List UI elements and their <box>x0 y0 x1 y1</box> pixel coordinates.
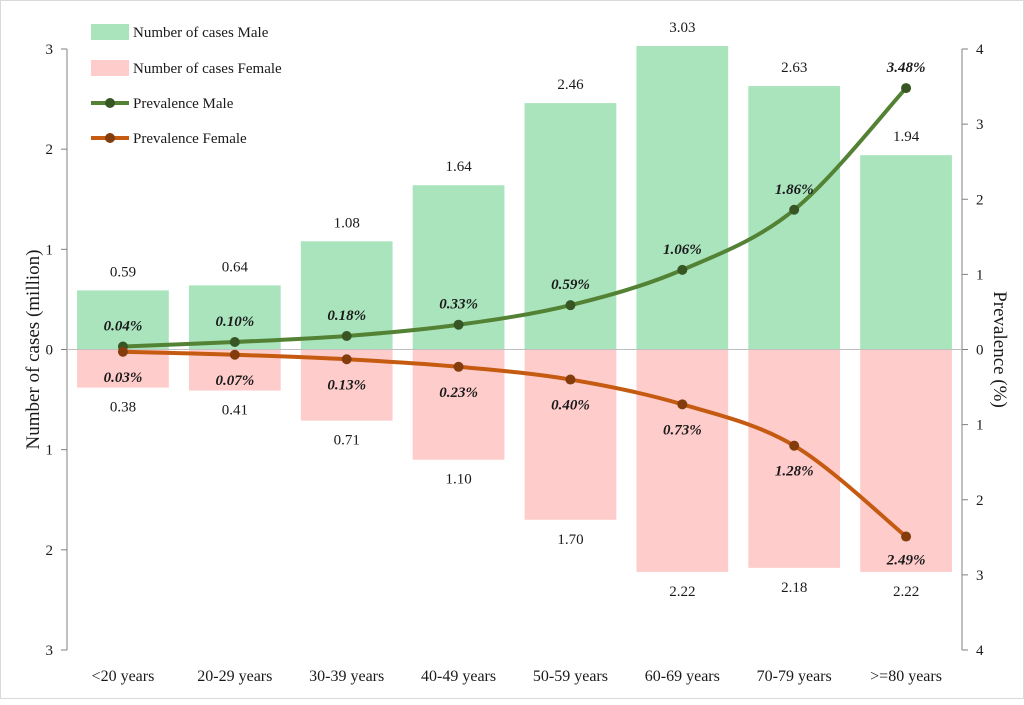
data-label-male-cases: 2.63 <box>781 60 807 76</box>
data-label-female-cases: 2.18 <box>781 580 807 596</box>
y-tick-label: 2 <box>46 142 54 158</box>
x-tick-label: 20-29 years <box>197 668 272 685</box>
legend-label: Number of cases Male <box>133 25 269 41</box>
point-prevalence-female <box>565 374 576 385</box>
data-label-female-cases: 0.38 <box>110 400 136 416</box>
data-label-female-cases: 1.10 <box>445 472 471 488</box>
data-label-female-cases: 2.22 <box>669 584 695 600</box>
legend-swatch-male-cases <box>91 24 129 40</box>
data-label-prevalence-female: 0.03% <box>104 370 143 386</box>
data-label-prevalence-female: 0.40% <box>551 398 590 414</box>
point-prevalence-female <box>677 399 688 410</box>
point-prevalence-male <box>229 336 240 347</box>
point-prevalence-female <box>229 349 240 360</box>
legend-label: Number of cases Female <box>133 61 282 77</box>
bar-male <box>860 155 952 350</box>
data-label-prevalence-female: 0.07% <box>215 373 254 389</box>
data-label-prevalence-female: 0.73% <box>663 422 702 438</box>
data-label-female-cases: 0.41 <box>222 403 248 419</box>
point-prevalence-male <box>565 300 576 311</box>
x-tick-label: 60-69 years <box>645 668 720 685</box>
y-axis-title: Number of cases (million) <box>23 250 44 450</box>
y2-tick-label: 3 <box>976 117 984 133</box>
y2-axis-title: Prevalence (%) <box>989 291 1010 408</box>
y-tick-label: 0 <box>46 343 54 359</box>
data-label-prevalence-male: 0.33% <box>439 297 478 313</box>
data-label-prevalence-female: 2.49% <box>886 553 926 569</box>
data-label-male-cases: 3.03 <box>669 20 695 36</box>
y2-tick-label: 0 <box>976 343 984 359</box>
point-prevalence-male <box>453 319 464 330</box>
x-tick-label: >=80 years <box>870 668 942 685</box>
data-label-prevalence-female: 0.23% <box>439 385 478 401</box>
x-tick-label: 30-39 years <box>309 668 384 685</box>
legend-marker-female-prevalence <box>105 133 115 143</box>
point-prevalence-male <box>677 264 688 275</box>
data-label-prevalence-male: 0.18% <box>327 308 366 324</box>
legend-label: Prevalence Female <box>133 131 247 147</box>
data-label-prevalence-male: 3.48% <box>886 60 926 76</box>
y2-tick-label: 2 <box>976 192 984 208</box>
y2-tick-label: 1 <box>976 418 984 434</box>
y2-tick-label: 1 <box>976 267 984 283</box>
data-label-male-cases: 1.08 <box>334 215 360 231</box>
legend-label: Prevalence Male <box>133 96 234 112</box>
data-label-prevalence-male: 1.06% <box>663 242 702 258</box>
data-label-female-cases: 0.71 <box>334 433 360 449</box>
data-label-prevalence-female: 0.13% <box>327 377 366 393</box>
point-prevalence-female <box>341 354 352 365</box>
data-label-male-cases: 0.59 <box>110 264 136 280</box>
data-label-female-cases: 2.22 <box>893 584 919 600</box>
y-tick-label: 1 <box>46 242 54 258</box>
y-tick-label: 3 <box>46 42 54 58</box>
bar-female <box>748 349 841 568</box>
data-label-male-cases: 1.94 <box>893 129 920 145</box>
data-label-prevalence-male: 1.86% <box>775 182 814 198</box>
bar-male <box>77 290 169 350</box>
point-prevalence-male <box>901 83 912 94</box>
data-label-male-cases: 1.64 <box>445 159 472 175</box>
data-label-prevalence-male: 0.59% <box>551 277 590 293</box>
legend-marker-male-prevalence <box>105 98 115 108</box>
bar-male <box>636 45 729 350</box>
x-tick-label: 40-49 years <box>421 668 496 685</box>
point-prevalence-female <box>901 531 912 542</box>
point-prevalence-female <box>117 346 128 357</box>
y2-tick-label: 4 <box>976 42 984 58</box>
y-tick-label: 2 <box>46 543 54 559</box>
point-prevalence-female <box>789 440 800 451</box>
data-label-female-cases: 1.70 <box>557 532 583 548</box>
y-tick-label: 1 <box>46 443 54 459</box>
y2-tick-label: 4 <box>976 643 984 659</box>
x-tick-label: 50-59 years <box>533 668 608 685</box>
x-tick-label: 70-79 years <box>757 668 832 685</box>
bar-male <box>748 86 841 350</box>
x-tick-label: <20 years <box>92 668 155 685</box>
data-label-prevalence-female: 1.28% <box>775 464 814 480</box>
data-label-male-cases: 2.46 <box>557 77 584 93</box>
data-label-male-cases: 0.64 <box>222 259 249 275</box>
bar-female <box>636 349 729 572</box>
data-label-prevalence-male: 0.10% <box>215 314 254 330</box>
legend-swatch-female-cases <box>91 60 129 76</box>
point-prevalence-male <box>789 204 800 215</box>
point-prevalence-female <box>453 361 464 372</box>
y-tick-label: 3 <box>46 643 54 659</box>
point-prevalence-male <box>341 330 352 341</box>
y2-tick-label: 2 <box>976 493 984 509</box>
data-label-prevalence-male: 0.04% <box>104 318 143 334</box>
y2-tick-label: 3 <box>976 568 984 584</box>
